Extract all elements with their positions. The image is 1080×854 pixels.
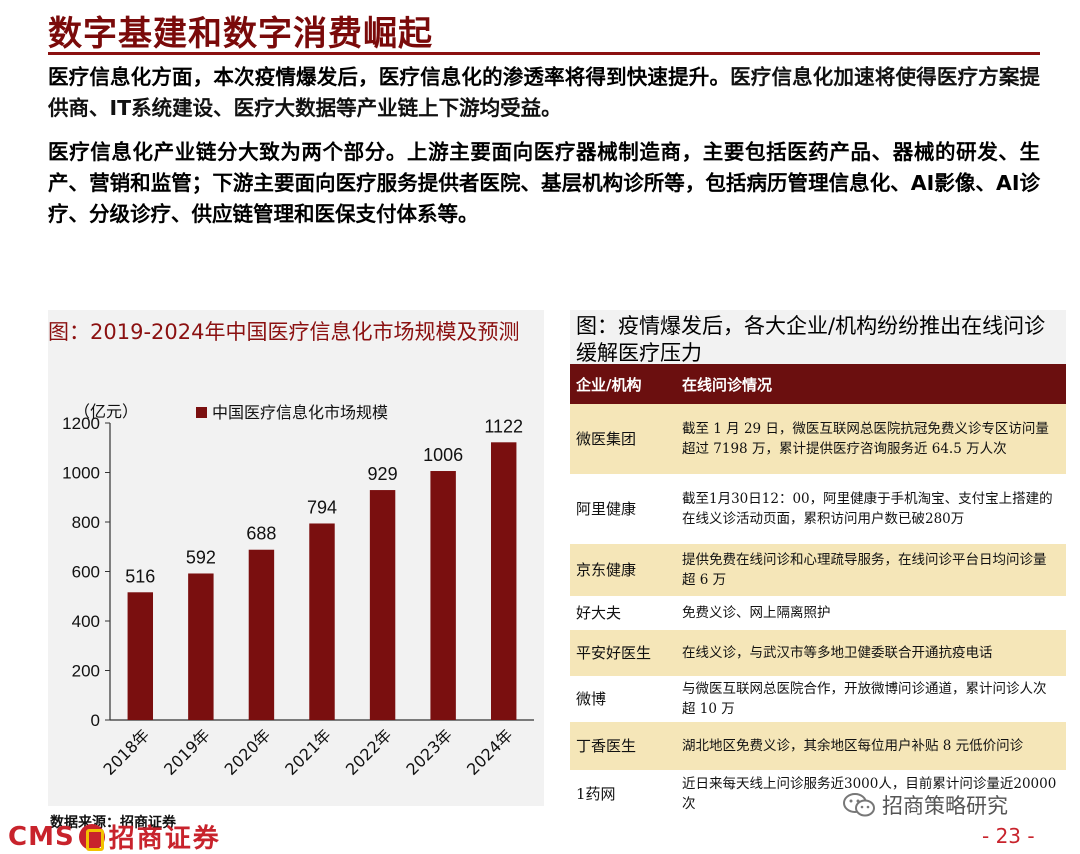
bar xyxy=(248,549,275,720)
paragraph-lead: 医疗信息化方面，本次疫情爆发后，医疗信息化的渗透率将得到快速提升。 xyxy=(48,65,731,89)
data-label: 516 xyxy=(125,566,155,586)
bar xyxy=(309,523,335,720)
paragraph-rest: 医疗信息化加速将使得医疗方案提供商、IT系统建设、医疗大数据等产业链上下游均受益… xyxy=(48,65,1041,120)
legend-swatch xyxy=(196,407,207,418)
y-tick-label: 400 xyxy=(72,612,100,631)
chart-panel xyxy=(48,310,544,806)
y-axis-unit: （亿元） xyxy=(74,402,138,421)
cell-org: 微博 xyxy=(576,690,607,708)
data-label: 688 xyxy=(246,524,276,544)
cell-detail: 提供免费在线问诊和心理疏导服务，在线问诊平台日均问诊量超 6 万 xyxy=(682,552,1047,588)
x-tick-label: 2019年 xyxy=(160,725,214,779)
table-row: 平安好医生 在线义诊，与武汉市等多地卫健委联合开通抗疫电话 xyxy=(570,630,1066,676)
cell-detail: 截至 1 月 29 日，微医互联网总医院抗冠免费义诊专区访问量超过 7198 万… xyxy=(682,421,1049,457)
data-label: 1122 xyxy=(484,416,523,436)
table-row: 微医集团 截至 1 月 29 日，微医互联网总医院抗冠免费义诊专区访问量超过 7… xyxy=(570,404,1066,474)
x-tick-label: 2022年 xyxy=(342,725,396,779)
cell-detail: 湖北地区免费义诊，其余地区每位用户补贴 8 元低价问诊 xyxy=(682,738,1024,754)
cell-org: 微医集团 xyxy=(576,430,637,448)
data-label: 592 xyxy=(186,547,216,567)
y-tick-label: 600 xyxy=(72,563,100,582)
logo-name-text: 招商证券 xyxy=(108,824,221,854)
cell-detail: 与微医互联网总医院合作，开放微博问诊通道，累计问诊人次超 10 万 xyxy=(682,681,1047,717)
y-tick-label: 0 xyxy=(91,711,100,730)
bar xyxy=(430,471,456,720)
cell-detail: 截至1月30日12：00，阿里健康于手机淘宝、支付宝上搭建的在线义诊活动页面，累… xyxy=(682,491,1053,527)
table-row: 微博 与微医互联网总医院合作，开放微博问诊通道，累计问诊人次超 10 万 xyxy=(570,676,1066,722)
cell-detail: 免费义诊、网上隔离照护 xyxy=(682,605,831,621)
legend-label: 中国医疗信息化市场规模 xyxy=(212,403,388,422)
title-divider xyxy=(48,52,1040,55)
table-row: 阿里健康 截至1月30日12：00，阿里健康于手机淘宝、支付宝上搭建的在线义诊活… xyxy=(570,474,1066,544)
cell-detail: 近日来每天线上问诊服务近3000人，目前累计问诊量近20000次 xyxy=(682,776,1057,812)
wechat-icon xyxy=(843,793,875,817)
table-row: 好大夫 免费义诊、网上隔离照护 xyxy=(570,596,1066,630)
watermark-text: 招商策略研究 xyxy=(882,794,1008,818)
page-title: 数字基建和数字消费崛起 xyxy=(48,14,433,54)
page-number: - 23 - xyxy=(982,824,1035,848)
y-tick-label: 200 xyxy=(72,662,100,681)
y-tick-label: 800 xyxy=(72,513,100,532)
company-logo: CMS 招商证券 xyxy=(8,818,221,854)
table-row: 京东健康 提供免费在线问诊和心理疏导服务，在线问诊平台日均问诊量超 6 万 xyxy=(570,544,1066,596)
logo-cms-text: CMS xyxy=(8,821,75,852)
header-org: 企业/机构 xyxy=(576,375,642,394)
bar xyxy=(369,490,396,720)
bar xyxy=(127,592,154,720)
x-tick-label: 2021年 xyxy=(281,725,335,779)
market-size-bar-chart: （亿元） 0 200 400 600 800 1000 1200 中国医疗信息化市场规模 516 2… xyxy=(62,402,534,779)
data-label: 929 xyxy=(368,464,398,484)
paragraph-medical-it: 医疗信息化方面，本次疫情爆发后，医疗信息化的渗透率将得到快速提升。医疗信息化加速… xyxy=(48,62,1040,124)
y-tick-label: 1000 xyxy=(62,464,100,483)
wechat-watermark: 招商策略研究 xyxy=(842,790,1008,820)
cell-org: 京东健康 xyxy=(576,561,637,579)
y-tick-label: 1200 xyxy=(62,414,100,433)
bar xyxy=(490,442,517,720)
chart-title: 图：2019-2024年中国医疗信息化市场规模及预测 xyxy=(48,320,520,344)
x-tick-label: 2024年 xyxy=(463,725,517,779)
online-consultation-table: 企业/机构 在线问诊情况 微医集团 截至 1 月 29 日，微医互联网总医院抗冠… xyxy=(570,364,1066,818)
table-row: 1药网 近日来每天线上问诊服务近3000人，目前累计问诊量近20000次 xyxy=(570,770,1066,818)
data-label: 794 xyxy=(307,497,337,517)
header-detail: 在线问诊情况 xyxy=(682,375,773,394)
data-label: 1006 xyxy=(423,445,463,465)
cell-org: 阿里健康 xyxy=(576,500,637,518)
x-tick-label: 2023年 xyxy=(402,725,456,779)
cell-org: 好大夫 xyxy=(576,604,622,622)
data-source: 数据来源：招商证券 xyxy=(50,815,176,831)
table-row: 丁香医生 湖北地区免费义诊，其余地区每位用户补贴 8 元低价问诊 xyxy=(570,722,1066,770)
cell-org: 1药网 xyxy=(576,785,616,803)
cell-org: 丁香医生 xyxy=(576,737,637,755)
cell-detail: 在线义诊，与武汉市等多地卫健委联合开通抗疫电话 xyxy=(682,645,993,661)
bar xyxy=(188,573,214,720)
x-tick-label: 2020年 xyxy=(221,725,275,779)
paragraph-lead: 医疗信息化产业链分大致为两个部分。上游主要面向医疗器械制造商，主要包括医药产品、… xyxy=(48,140,1040,226)
cell-org: 平安好医生 xyxy=(576,644,652,662)
paragraph-industry-chain: 医疗信息化产业链分大致为两个部分。上游主要面向医疗器械制造商，主要包括医药产品、… xyxy=(48,137,1040,230)
x-tick-label: 2018年 xyxy=(100,725,154,779)
table-title: 图：疫情爆发后，各大企业/机构纷纷推出在线问诊缓解医疗压力 xyxy=(576,314,1046,365)
table-header: 企业/机构 在线问诊情况 xyxy=(570,364,1066,404)
logo-mark-icon xyxy=(78,823,105,851)
